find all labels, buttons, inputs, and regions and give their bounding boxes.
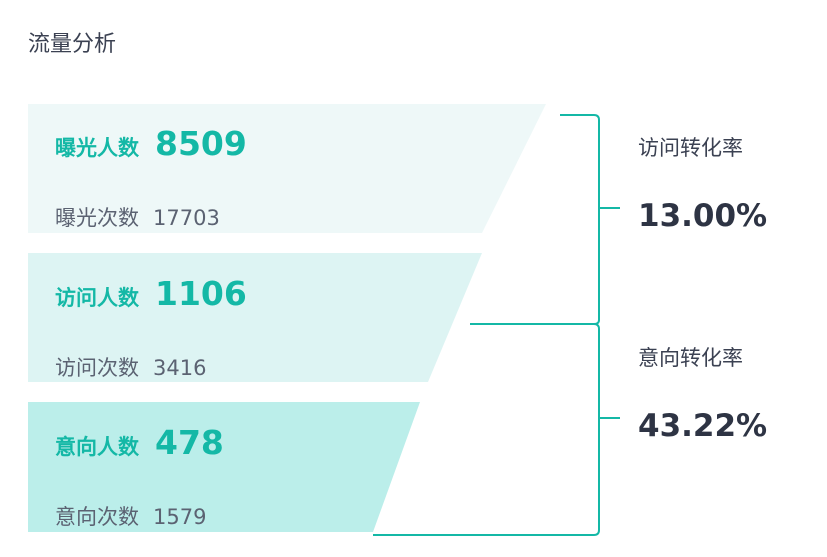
page-title: 流量分析 bbox=[28, 32, 117, 57]
funnel-stage-3-shape bbox=[28, 402, 420, 532]
stage-sub-label: 意向次数 bbox=[55, 505, 139, 529]
rate-label: 意向转化率 bbox=[638, 346, 743, 370]
rate-value: 43.22% bbox=[638, 408, 768, 444]
stage-count: 478 bbox=[155, 423, 224, 462]
rate-intent-conversion: 意向转化率 43.22% bbox=[638, 342, 767, 444]
stage-label: 曝光人数 bbox=[55, 136, 139, 160]
stage-sub-label: 曝光次数 bbox=[55, 206, 139, 230]
funnel-stage-2-shape bbox=[28, 253, 482, 382]
connector-intent-rate bbox=[373, 323, 600, 536]
stage-sub-count: 17703 bbox=[153, 206, 220, 230]
stage-label: 意向人数 bbox=[55, 435, 139, 459]
rate-label: 访问转化率 bbox=[638, 136, 743, 160]
stage-count: 1106 bbox=[155, 274, 247, 313]
stage-label: 访问人数 bbox=[55, 286, 139, 310]
stage-count: 8509 bbox=[155, 124, 247, 163]
rate-value: 13.00% bbox=[638, 198, 768, 234]
rate-visit-conversion: 访问转化率 13.00% bbox=[638, 132, 767, 234]
funnel-stage-1-shape bbox=[28, 104, 546, 233]
stage-sub-count: 3416 bbox=[153, 356, 207, 380]
stage-sub-label: 访问次数 bbox=[55, 356, 139, 380]
stage-sub-count: 1579 bbox=[153, 505, 207, 529]
